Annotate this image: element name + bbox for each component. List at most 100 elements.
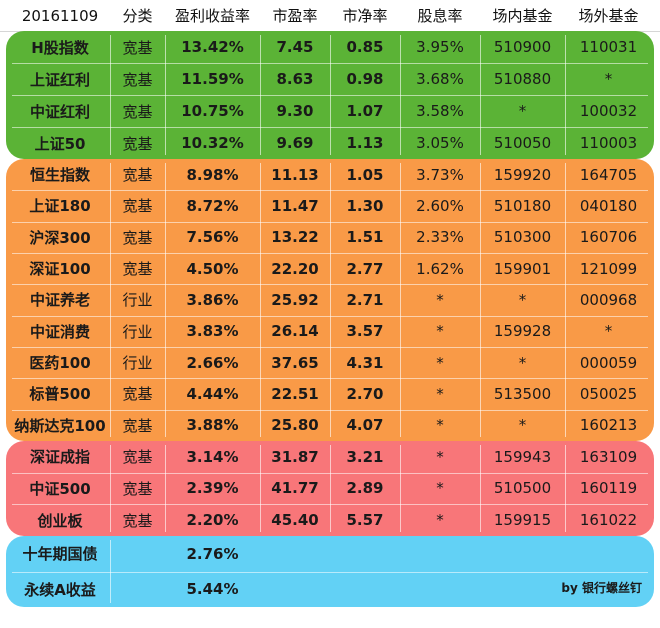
cell-dividend-yield: 3.95% <box>416 38 464 56</box>
cell-pe-ratio: 25.92 <box>271 290 319 309</box>
cell-onexchange-fund: 510500 <box>493 479 552 498</box>
cell-onexchange-fund: 513500 <box>493 384 552 403</box>
cell-category: 宽基 <box>122 416 153 435</box>
cell-onexchange-fund: 159915 <box>493 511 552 530</box>
cell-pb-ratio: 1.30 <box>346 196 384 215</box>
cell-offexchange-fund: 110031 <box>579 38 638 56</box>
cell-dividend-yield: 1.62% <box>416 259 464 278</box>
cell-onexchange-fund: * <box>518 353 527 372</box>
cell-category: 行业 <box>122 354 153 373</box>
cell-pe-ratio: 9.30 <box>276 102 314 120</box>
cell-onexchange-fund: * <box>518 290 527 309</box>
cell-onexchange-fund: 159920 <box>493 165 552 184</box>
cell-onexchange-fund: 510050 <box>493 134 552 152</box>
cell-name: H股指数 <box>31 38 89 57</box>
cell-earnings-yield: 8.98% <box>186 165 239 184</box>
cell-pe-ratio: 7.45 <box>276 38 314 56</box>
cell-name: 创业板 <box>37 511 83 530</box>
cell-earnings-yield: 10.75% <box>181 102 244 120</box>
cell-onexchange-fund: * <box>518 102 527 120</box>
cell-offexchange-fund: * <box>604 70 613 88</box>
row-divider <box>12 347 648 348</box>
author-credit: by 银行螺丝钉 <box>561 581 642 595</box>
cell-offexchange-fund: 040180 <box>579 196 638 215</box>
row-divider <box>12 409 648 411</box>
cell-earnings-yield: 10.32% <box>181 134 244 152</box>
cell-category: 宽基 <box>122 38 153 57</box>
cell-category: 宽基 <box>122 228 153 247</box>
cell-pe-ratio: 45.40 <box>271 511 319 530</box>
cell-dividend-yield: * <box>436 511 444 530</box>
cell-dividend-yield: 2.33% <box>416 228 464 247</box>
cell-category: 宽基 <box>122 102 153 121</box>
cell-name: 中证红利 <box>29 102 90 121</box>
column-divider <box>260 445 261 532</box>
header-onexchange-fund: 场内基金 <box>492 7 553 25</box>
header-earnings-yield: 盈利收益率 <box>174 7 250 25</box>
cell-onexchange-fund: 510300 <box>493 228 552 247</box>
cell-onexchange-fund: 159928 <box>493 322 552 341</box>
cell-earnings-yield: 7.56% <box>186 228 239 247</box>
column-divider <box>260 163 261 437</box>
cell-earnings-yield: 3.83% <box>186 322 239 341</box>
cell-name: 恒生指数 <box>29 166 90 185</box>
cell-earnings-yield: 4.50% <box>186 259 239 278</box>
column-divider <box>400 163 401 437</box>
cell-onexchange-fund: 510180 <box>493 196 552 215</box>
cell-category: 行业 <box>122 291 153 310</box>
cell-name: 深证100 <box>29 260 91 279</box>
cell-dividend-yield: * <box>436 322 444 341</box>
cell-name: 上证180 <box>29 197 91 216</box>
cell-dividend-yield: 3.68% <box>416 70 464 88</box>
cell-pb-ratio: 1.13 <box>346 134 384 152</box>
cell-offexchange-fund: 160119 <box>579 479 638 498</box>
cell-pb-ratio: 3.57 <box>346 322 384 341</box>
header-name: 20161109 <box>21 6 99 25</box>
cell-pb-ratio: 2.89 <box>346 479 384 498</box>
header-pe-ratio: 市盈率 <box>272 7 318 25</box>
row-divider <box>12 504 648 506</box>
cell-name: 深证成指 <box>29 448 90 467</box>
cell-offexchange-fund: 000968 <box>579 290 638 309</box>
cell-onexchange-fund: 159943 <box>493 447 552 466</box>
column-divider <box>110 163 111 437</box>
row-divider <box>12 315 648 317</box>
row-divider <box>12 571 648 573</box>
cell-offexchange-fund: 160213 <box>579 416 638 435</box>
cell-pe-ratio: 31.87 <box>271 447 319 466</box>
cell-category: 宽基 <box>122 385 153 404</box>
cell-offexchange-fund: 164705 <box>579 165 638 184</box>
cell-pb-ratio: 1.05 <box>346 165 384 184</box>
cell-name: 医药100 <box>29 354 91 373</box>
cell-name: 上证红利 <box>29 70 90 89</box>
row-divider <box>12 63 648 64</box>
cell-offexchange-fund: 000059 <box>579 353 638 372</box>
cell-category: 宽基 <box>122 448 153 467</box>
cell-pe-ratio: 25.80 <box>271 416 319 435</box>
cell-dividend-yield: * <box>436 447 444 466</box>
cell-pe-ratio: 8.63 <box>276 70 314 88</box>
cell-dividend-yield: 2.60% <box>416 196 464 215</box>
cell-pb-ratio: 4.07 <box>346 416 384 435</box>
cell-pe-ratio: 41.77 <box>271 479 319 498</box>
cell-earnings-yield: 3.86% <box>186 290 239 309</box>
cell-name: 中证养老 <box>29 291 90 310</box>
row-divider <box>12 284 648 286</box>
column-divider <box>400 445 401 532</box>
cell-pb-ratio: 1.07 <box>346 102 384 120</box>
cell-earnings-yield: 8.72% <box>186 196 239 215</box>
cell-pe-ratio: 9.69 <box>276 134 314 152</box>
cell-offexchange-fund: 110003 <box>579 134 638 152</box>
cell-pe-ratio: 13.22 <box>271 228 319 247</box>
cell-name: 上证50 <box>34 134 86 153</box>
row-divider <box>12 221 648 223</box>
cell-offexchange-fund: 100032 <box>579 102 638 120</box>
column-divider <box>480 445 481 532</box>
cell-earnings-yield: 4.44% <box>186 384 239 403</box>
cell-category: 行业 <box>122 322 153 341</box>
column-divider <box>565 445 566 532</box>
column-divider <box>165 163 166 437</box>
column-divider <box>480 163 481 437</box>
cell-dividend-yield: 3.05% <box>416 134 464 152</box>
